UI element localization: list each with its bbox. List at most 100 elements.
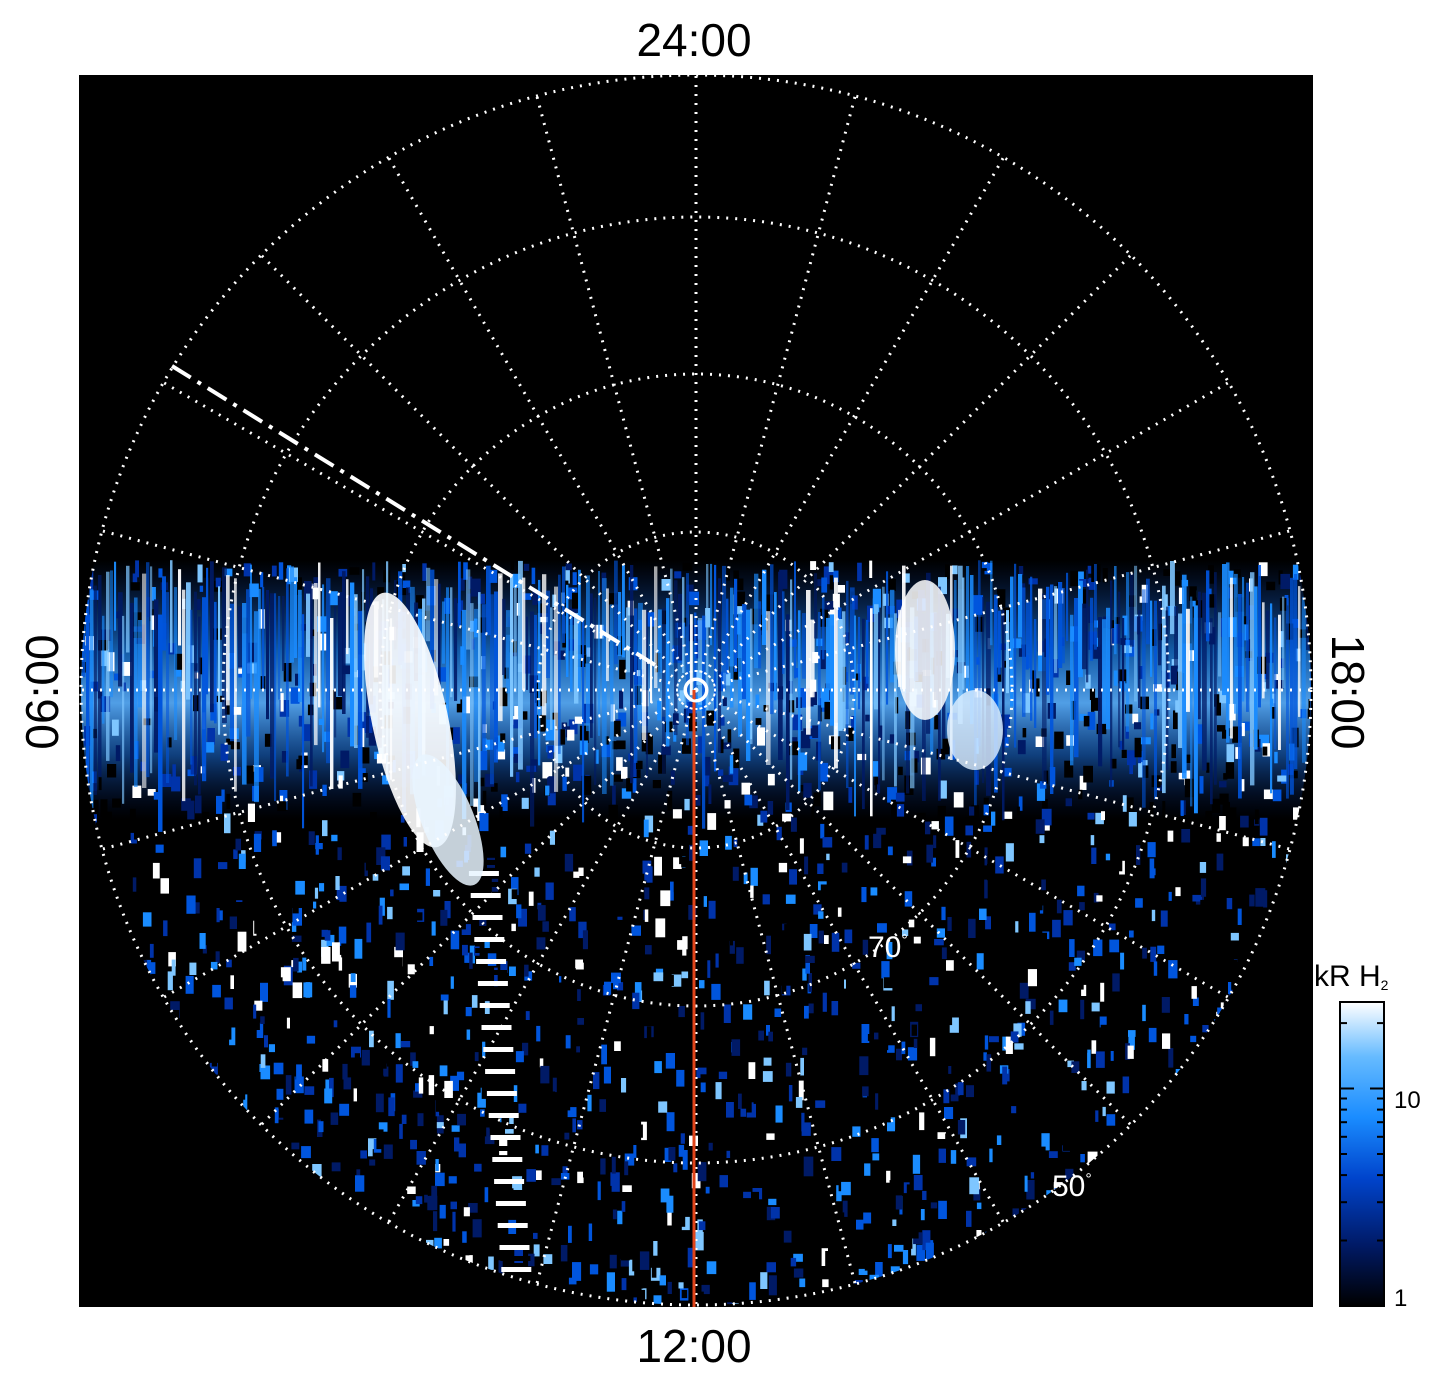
noise-pixel	[193, 858, 202, 879]
noise-pixel	[412, 1061, 419, 1068]
noise-pixel	[874, 1032, 879, 1040]
noise-pixel	[471, 995, 478, 1008]
noise-pixel	[482, 790, 487, 806]
noise-pixel	[822, 1279, 829, 1288]
spike	[890, 589, 895, 683]
noise-pixel	[707, 813, 717, 830]
noise-pixel	[1105, 853, 1111, 861]
spike	[238, 606, 243, 669]
noise-pixel	[975, 1145, 985, 1154]
noise-pixel	[521, 859, 529, 869]
noise-pixel	[565, 563, 572, 571]
noise-pixel	[1149, 858, 1156, 879]
noise-pixel	[729, 940, 735, 954]
spike	[310, 584, 313, 787]
noise-pixel	[795, 1097, 803, 1108]
noise-pixel	[913, 750, 920, 763]
noise-pixel	[1168, 960, 1178, 979]
noise-pixel	[1233, 960, 1238, 974]
noise-pixel	[549, 830, 555, 845]
streak-stripe	[487, 1102, 518, 1107]
noise-pixel	[1242, 837, 1249, 847]
noise-pixel	[536, 1025, 541, 1042]
noise-pixel	[951, 870, 962, 889]
noise-pixel	[876, 827, 886, 835]
spike	[722, 565, 727, 690]
noise-pixel	[852, 1147, 861, 1160]
noise-pixel	[388, 851, 393, 866]
spike	[838, 619, 843, 731]
spike	[262, 586, 265, 692]
noise-pixel	[1122, 795, 1127, 812]
noise-pixel	[604, 981, 612, 995]
noise-pixel	[876, 784, 881, 794]
spike	[474, 608, 479, 782]
noise-pixel	[1206, 594, 1216, 608]
noise-pixel	[365, 855, 375, 871]
spike	[626, 607, 631, 673]
noise-pixel	[182, 831, 190, 851]
noise-pixel	[1044, 823, 1050, 831]
noise-pixel	[588, 1223, 593, 1241]
noise-pixel	[936, 928, 945, 938]
noise-pixel	[448, 1176, 457, 1184]
noise-pixel	[902, 929, 909, 936]
spike	[446, 587, 449, 805]
noise-pixel	[957, 1120, 966, 1135]
noise-pixel	[458, 1143, 466, 1158]
noise-pixel	[401, 1041, 411, 1048]
noise-pixel	[186, 895, 196, 914]
spike	[146, 562, 150, 778]
noise-pixel	[1286, 623, 1294, 640]
noise-pixel	[447, 1229, 458, 1241]
noise-pixel	[681, 971, 689, 979]
noise-pixel	[836, 886, 845, 906]
noise-pixel	[1219, 690, 1227, 704]
noise-pixel	[677, 940, 684, 950]
bright-arc-left-tail	[412, 754, 484, 886]
spike	[894, 613, 897, 787]
noise-pixel	[587, 1094, 592, 1112]
noise-pixel	[657, 700, 661, 721]
noise-pixel	[354, 880, 360, 897]
noise-pixel	[372, 1149, 380, 1159]
noise-pixel	[1129, 754, 1133, 775]
noise-pixel	[533, 1051, 542, 1066]
noise-pixel	[289, 849, 296, 866]
noise-pixel	[630, 845, 636, 853]
noise-pixel	[1280, 573, 1291, 590]
spike	[666, 598, 670, 747]
noise-pixel	[941, 947, 947, 959]
noise-pixel	[1150, 1053, 1156, 1071]
noise-pixel	[1106, 1081, 1115, 1094]
noise-pixel	[744, 794, 753, 806]
spike	[342, 571, 346, 714]
spike	[1294, 574, 1298, 769]
spike	[142, 573, 147, 788]
grid-meridian	[695, 688, 1291, 851]
noise-pixel	[678, 1282, 684, 1289]
noise-pixel	[1067, 1060, 1074, 1068]
noise-pixel	[1125, 1043, 1130, 1060]
noise-pixel	[870, 887, 878, 896]
noise-pixel	[1026, 1180, 1035, 1200]
noise-pixel	[272, 830, 277, 847]
noise-pixel	[912, 1154, 921, 1174]
noise-pixel	[1078, 789, 1083, 800]
streak-stripe	[472, 915, 503, 920]
noise-pixel	[435, 1083, 439, 1102]
noise-pixel	[564, 1132, 570, 1140]
noise-pixel	[122, 662, 132, 676]
noise-pixel	[1099, 1016, 1107, 1028]
noise-pixel	[151, 587, 156, 601]
noise-pixel	[203, 872, 210, 882]
noise-pixel	[916, 974, 922, 992]
noise-pixel	[324, 930, 331, 941]
noise-pixel	[593, 1072, 600, 1090]
noise-pixel	[901, 1041, 906, 1055]
noise-pixel	[239, 1069, 246, 1087]
spike	[866, 619, 869, 684]
noise-pixel	[1095, 1051, 1105, 1068]
spike	[758, 601, 762, 669]
spike	[862, 618, 865, 810]
